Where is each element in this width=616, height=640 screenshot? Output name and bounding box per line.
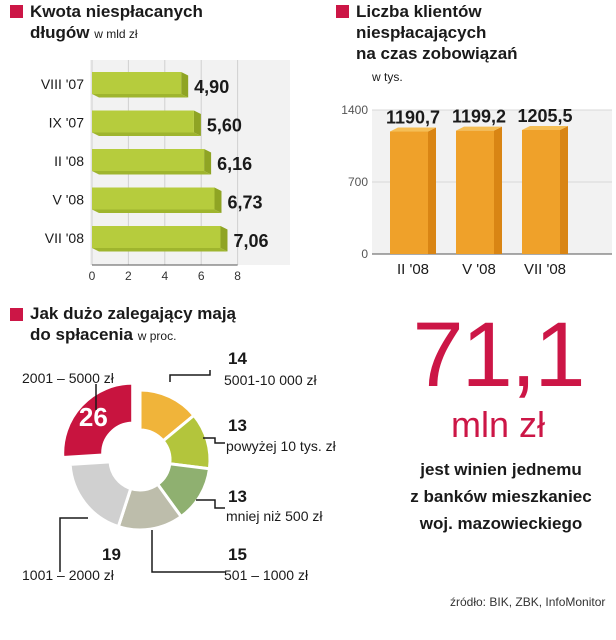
pie-label-mniej-500: mniej niż 500 zł <box>226 508 323 524</box>
vbar-ytick-label: 0 <box>361 247 368 261</box>
vbar-category-label: V '08 <box>462 261 496 278</box>
pie-value-19: 19 <box>102 545 121 564</box>
pie-label-5001-10000: 5001-10 000 zł <box>224 372 317 388</box>
vbar-bar-top <box>522 126 568 131</box>
chart3-title-line2: do spłacenia <box>30 325 133 344</box>
vbar-category-label: II '08 <box>397 261 429 278</box>
hbar-bar-side <box>193 110 201 136</box>
hbar-bar-side <box>220 226 228 252</box>
chart1-title: Kwota niespłacanych długów w mld zł <box>30 1 203 45</box>
chart1-marker <box>10 5 23 18</box>
chart2-vbar-chart: 0 700 1400 1190,7 II '08 1199,2 V '08 1205,5 VII… <box>341 103 612 278</box>
highlight-number: 71,1 <box>412 304 585 406</box>
vbar-value-label: 1205,5 <box>517 106 572 126</box>
vbar-bar <box>390 131 428 254</box>
chart2-title-line3: na czas zobowiązań <box>356 44 518 63</box>
donut-leader-line <box>151 530 225 573</box>
vbar-bar-top <box>456 126 502 131</box>
donut-leader-line <box>196 499 225 509</box>
hbar-bar <box>92 110 194 133</box>
chart1-unit: w mld zł <box>94 27 138 41</box>
chart3-title-line1: Jak dużo zalegający mają <box>30 304 236 323</box>
pie-label-2001-5000: 2001 – 5000 zł <box>22 370 114 386</box>
highlight-line2: z banków mieszkaniec <box>410 487 592 506</box>
highlight-line3: woj. mazowieckiego <box>419 514 583 533</box>
pie-value-15: 15 <box>228 545 247 564</box>
chart3-title: Jak dużo zalegający mają do spłacenia w … <box>30 303 236 347</box>
vbar-value-label: 1190,7 <box>386 108 440 128</box>
pie-label-powyzej-10: powyżej 10 tys. zł <box>226 438 336 454</box>
vbar-category-label: VII '08 <box>524 261 566 278</box>
hbar-bar-bottom <box>92 132 201 136</box>
pie-label-501-1000: 501 – 1000 zł <box>224 567 309 583</box>
chart1-hbar-chart: 0 2 4 6 8 VIII '07 4,90 IX '07 5,60 II '08 6,16 V '… <box>41 60 290 283</box>
chart1-title-line2: długów <box>30 23 90 42</box>
chart2-unit: w tys. <box>372 70 403 84</box>
hbar-value-label: 7,06 <box>233 231 268 251</box>
pie-label-1001-2000: 1001 – 2000 zł <box>22 567 114 583</box>
chart2-marker <box>336 5 349 18</box>
vbar-bar-top <box>390 127 436 132</box>
highlight-text: jest winien jednemu z banków mieszkaniec… <box>386 456 616 537</box>
hbar-bar <box>92 187 215 210</box>
highlight-line1: jest winien jednemu <box>420 460 582 479</box>
hbar-bar-side <box>204 149 212 175</box>
chart2-title-line2: niespłacających <box>356 23 487 42</box>
hbar-category-label: VIII '07 <box>41 76 84 92</box>
chart2-title: Liczba klientów niespłacających na czas … <box>356 1 518 64</box>
chart2-title-line1: Liczba klientów <box>356 2 482 21</box>
hbar-bar-bottom <box>92 209 222 213</box>
hbar-category-label: II '08 <box>54 153 84 169</box>
hbar-bar <box>92 226 221 248</box>
vbar-bar-side <box>560 126 568 254</box>
donut-slice <box>68 460 133 529</box>
hbar-value-label: 5,60 <box>207 116 242 136</box>
hbar-xtick-label: 8 <box>234 269 241 283</box>
donut-slice-value-label: 26 <box>79 402 108 432</box>
pie-value-13-a: 13 <box>228 416 247 435</box>
donut-leader-line <box>59 517 88 572</box>
donut-slice <box>61 381 135 460</box>
chart3-unit: w proc. <box>137 329 177 343</box>
hbar-value-label: 6,16 <box>217 154 252 174</box>
hbar-bar-bottom <box>92 171 212 175</box>
chart3-donut-chart: 26 <box>59 370 225 573</box>
hbar-bar-side <box>214 187 222 213</box>
hbar-value-label: 4,90 <box>194 77 229 97</box>
hbar-bar <box>92 149 205 171</box>
hbar-category-label: IX '07 <box>49 115 85 131</box>
vbar-bar-side <box>428 127 436 254</box>
highlight-unit: mln zł <box>450 404 545 445</box>
hbar-bar <box>92 72 182 94</box>
vbar-ytick-label: 1400 <box>341 103 368 117</box>
chart3-marker <box>10 308 23 321</box>
chart1-title-line1: Kwota niespłacanych <box>30 2 203 21</box>
hbar-xtick-label: 4 <box>161 269 168 283</box>
hbar-xtick-label: 2 <box>125 269 132 283</box>
hbar-category-label: V '08 <box>53 192 85 208</box>
pie-value-14: 14 <box>228 349 247 368</box>
hbar-category-label: VII '08 <box>45 230 84 246</box>
vbar-value-label: 1199,2 <box>452 107 506 127</box>
pie-value-13-b: 13 <box>228 487 247 506</box>
donut-leader-line <box>203 437 225 444</box>
vbar-bar-side <box>494 126 502 254</box>
vbar-ytick-label: 700 <box>348 175 368 189</box>
hbar-bar-bottom <box>92 94 189 98</box>
hbar-bar-bottom <box>92 248 228 252</box>
hbar-bar-side <box>181 72 189 98</box>
donut-leader-line <box>169 370 211 382</box>
hbar-xtick-label: 6 <box>198 269 205 283</box>
vbar-bar <box>456 130 494 254</box>
hbar-value-label: 6,73 <box>227 193 262 213</box>
hbar-xtick-label: 0 <box>89 269 96 283</box>
source-note: źródło: BIK, ZBK, InfoMonitor <box>450 595 606 609</box>
vbar-bar <box>522 130 560 254</box>
